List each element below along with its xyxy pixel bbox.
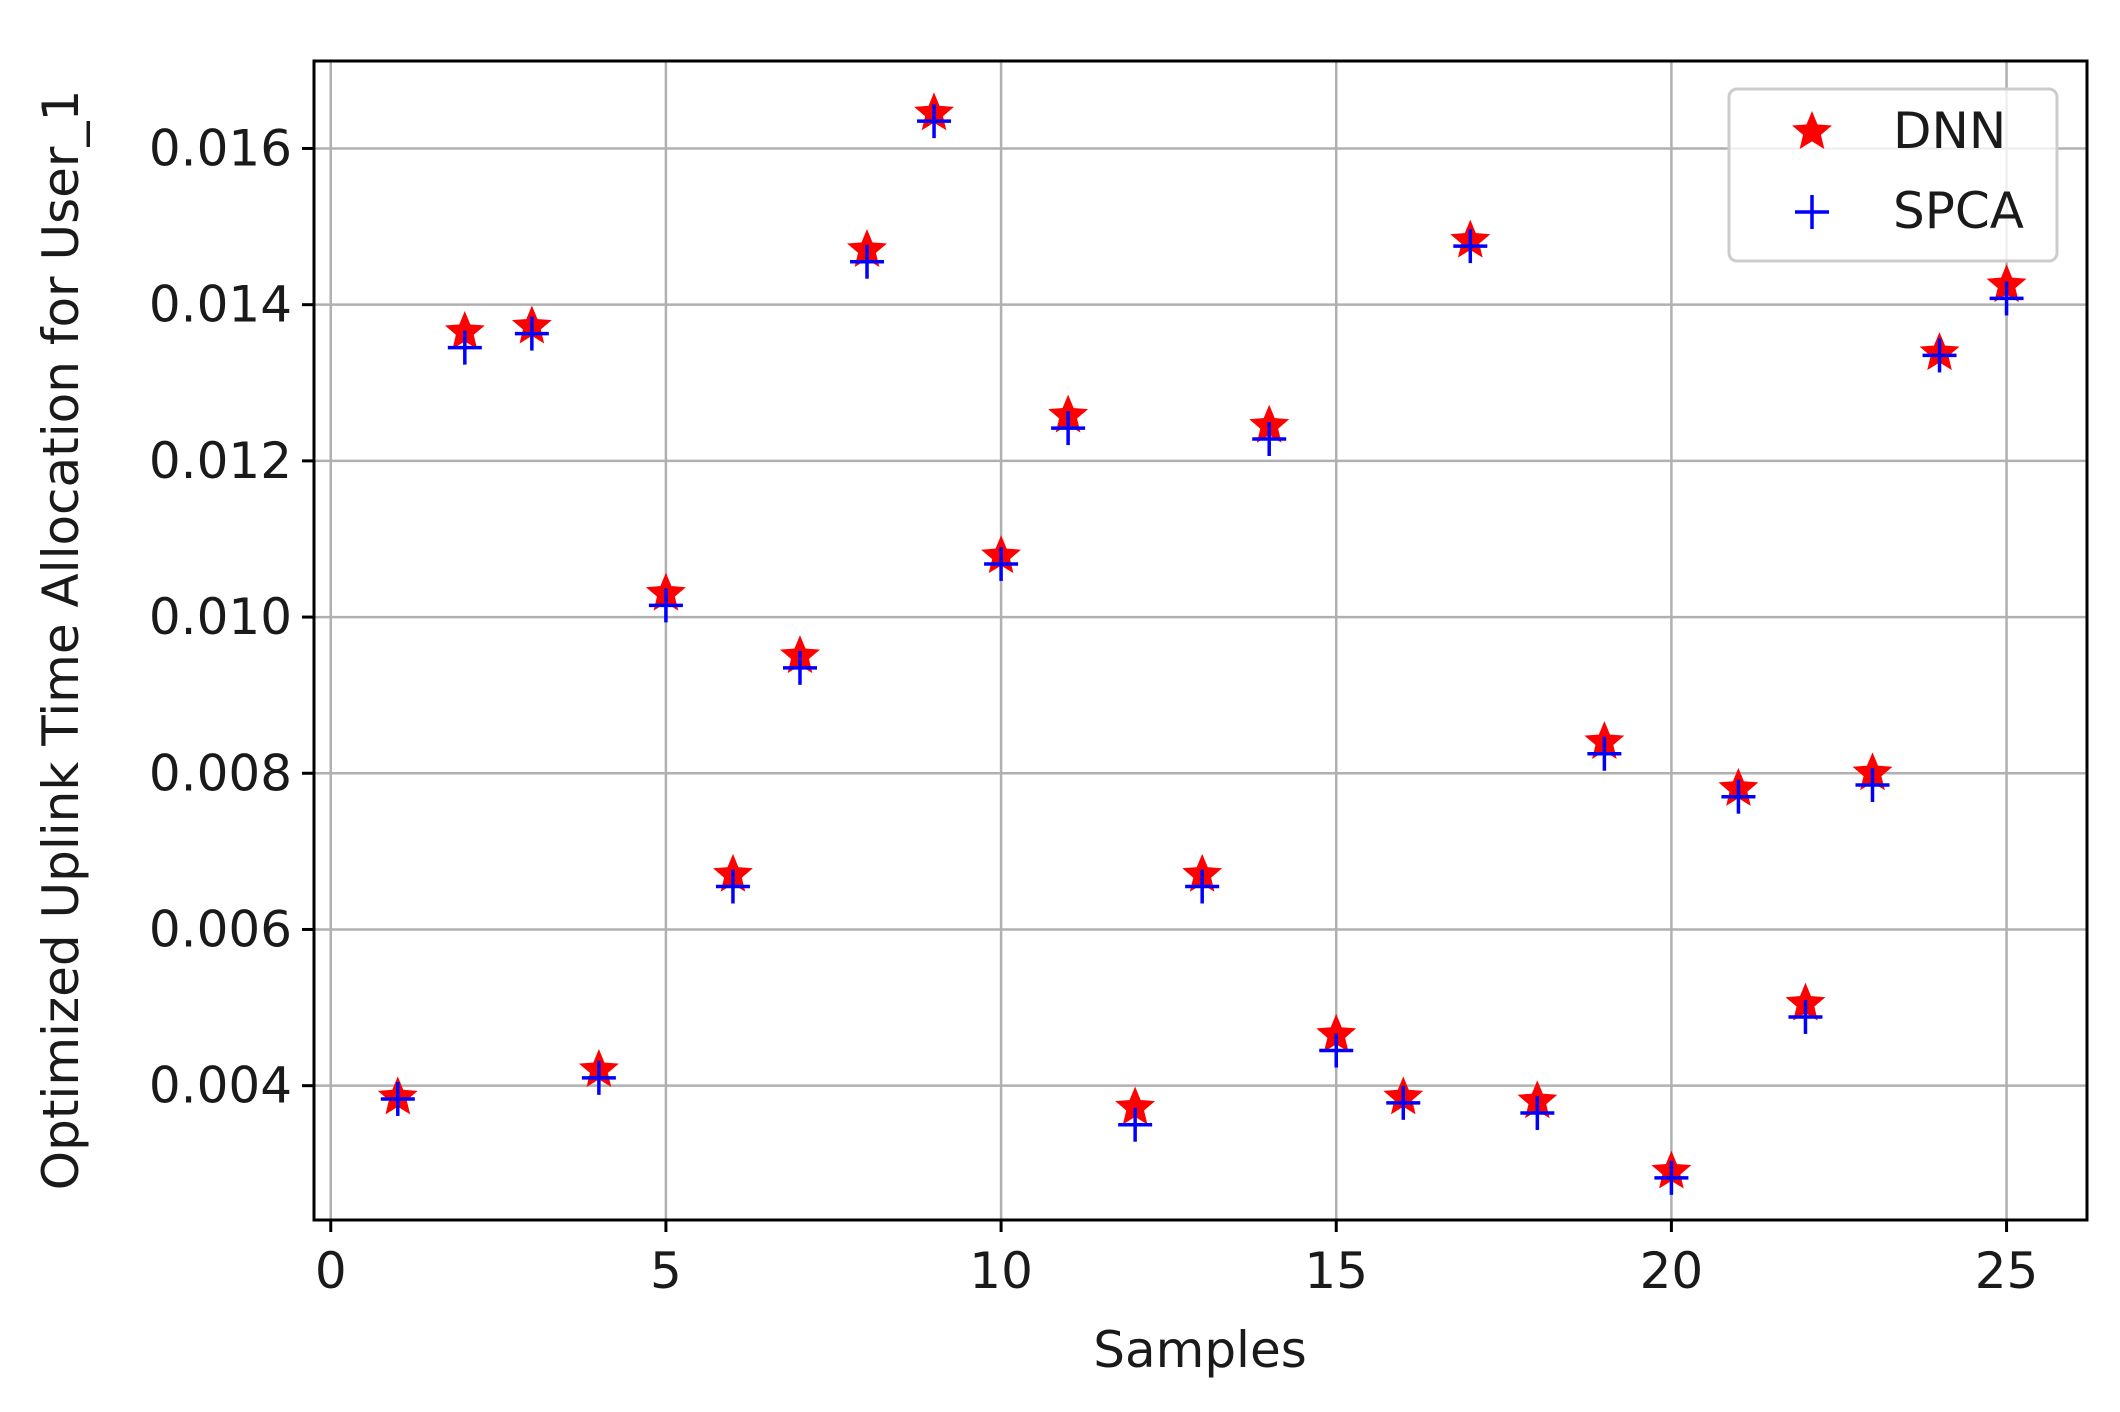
spca-point: [514, 316, 549, 351]
spca-point: [648, 588, 683, 623]
spca-point: [447, 330, 482, 365]
spca-point: [1185, 869, 1220, 904]
x-tick-label: 5: [650, 1242, 682, 1300]
y-tick-label: 0.008: [149, 744, 292, 802]
data-marks: [377, 92, 2027, 1195]
spca-point: [1252, 422, 1287, 457]
legend-dnn-star-icon: [1792, 111, 1832, 149]
spca-point: [715, 869, 750, 904]
x-tick-labels: 0 5 10 15 20 25: [315, 1242, 2039, 1300]
x-tick-label: 20: [1640, 1242, 1704, 1300]
spca-point: [1788, 999, 1823, 1034]
axis-ticks: [302, 146, 2009, 1232]
x-tick-label: 0: [315, 1242, 347, 1300]
legend-star-marker: [1792, 111, 1832, 149]
legend-label-dnn: DNN: [1893, 102, 2006, 160]
y-tick-label: 0.016: [149, 119, 292, 177]
y-tick-labels: 0.004 0.006 0.008 0.010 0.012 0.014 0.016: [149, 119, 292, 1114]
spca-point: [1922, 338, 1957, 373]
spca-point: [1386, 1085, 1421, 1120]
spca-point: [380, 1081, 415, 1116]
legend: DNN SPCA: [1727, 87, 2059, 263]
spca-point: [782, 650, 817, 685]
spca-point: [1319, 1033, 1354, 1068]
legend-label-spca: SPCA: [1893, 182, 2024, 240]
x-tick-label: 15: [1304, 1242, 1368, 1300]
grid-lines: [314, 61, 2087, 1220]
plot-frame: [312, 59, 2089, 1222]
spca-point: [917, 104, 952, 139]
spca-point: [1118, 1107, 1153, 1142]
y-tick-label: 0.006: [149, 900, 292, 958]
x-tick-label: 10: [969, 1242, 1033, 1300]
spca-point: [581, 1060, 616, 1095]
spca-point: [1520, 1096, 1555, 1131]
spca-point: [850, 244, 885, 279]
spca-point: [1051, 411, 1086, 446]
spca-point: [984, 546, 1019, 581]
spca-point: [1654, 1160, 1689, 1195]
spca-point: [1453, 229, 1488, 264]
y-tick-label: 0.010: [149, 588, 292, 646]
y-tick-label: 0.004: [149, 1057, 292, 1115]
y-tick-label: 0.014: [149, 276, 292, 334]
series-spca: [380, 104, 2024, 1195]
x-axis-label: Samples: [1093, 1321, 1307, 1379]
legend-spca-plus-icon: [1795, 195, 1829, 229]
legend-plus-marker: [1795, 195, 1829, 229]
spca-point: [1989, 281, 2024, 316]
y-tick-label: 0.012: [149, 432, 292, 490]
x-tick-label: 25: [1975, 1242, 2039, 1300]
spca-point: [1855, 767, 1890, 802]
y-axis-label: Optimized Uplink Time Allocation for Use…: [32, 90, 90, 1191]
spca-point: [1721, 779, 1756, 814]
spca-point: [1587, 736, 1622, 771]
